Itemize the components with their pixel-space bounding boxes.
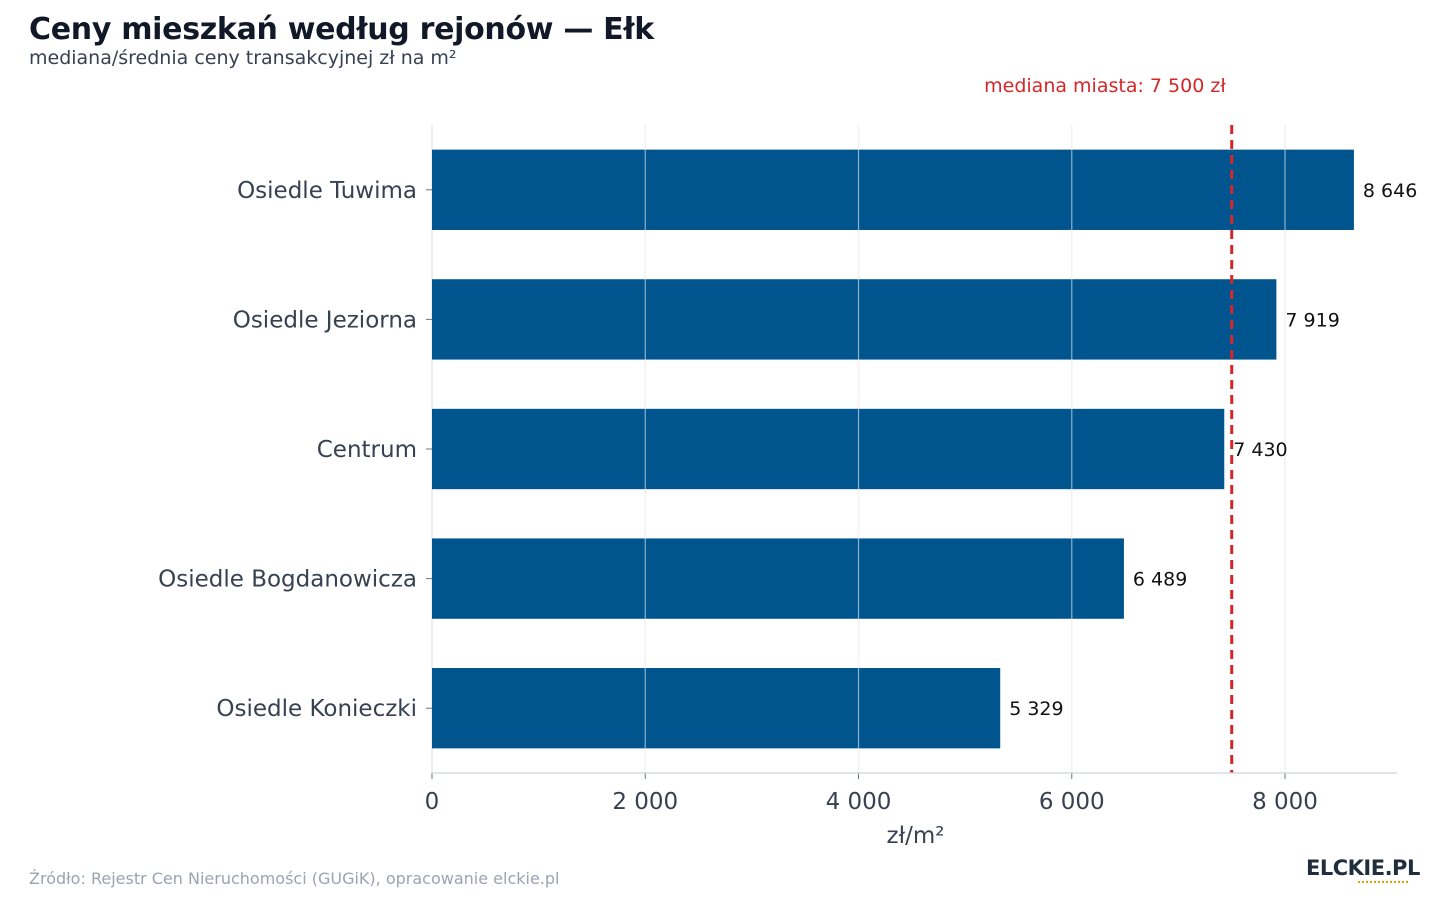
brand-logo: ELCKIE.PL bbox=[1306, 856, 1420, 883]
value-label: 8 646 bbox=[1363, 180, 1417, 202]
x-axis: 0 2 000 4 000 6 000 8 000 zł/m² bbox=[425, 772, 1397, 849]
x-tick-label: 2 000 bbox=[612, 789, 678, 815]
category-label: Osiedle Bogdanowicza bbox=[158, 567, 417, 593]
source-note: Źródło: Rejestr Cen Nieruchomości (GUGiK… bbox=[29, 869, 560, 888]
reference-line-group: mediana miasta: 7 500 zł bbox=[984, 75, 1234, 773]
bar bbox=[432, 279, 1277, 360]
category-label: Osiedle Tuwima bbox=[237, 178, 417, 204]
x-tick-label: 8 000 bbox=[1252, 789, 1318, 815]
value-label: 6 489 bbox=[1133, 569, 1187, 591]
brand-logo-text: ELCKIE.PL bbox=[1306, 856, 1420, 880]
bars bbox=[432, 125, 1354, 773]
y-axis: Osiedle Tuwima Osiedle Jeziorna Centrum Osi… bbox=[158, 178, 432, 722]
value-label: 5 329 bbox=[1009, 698, 1063, 720]
category-label: Osiedle Jeziorna bbox=[233, 307, 417, 333]
value-label: 7 919 bbox=[1285, 309, 1339, 331]
x-tick-label: 6 000 bbox=[1039, 789, 1105, 815]
x-axis-title: zł/m² bbox=[887, 823, 945, 849]
x-tick-label: 4 000 bbox=[826, 789, 892, 815]
bar bbox=[432, 668, 1001, 749]
bar bbox=[432, 538, 1124, 619]
bar bbox=[432, 149, 1354, 230]
category-label: Osiedle Konieczki bbox=[216, 696, 417, 722]
logo-wave-decoration bbox=[1358, 878, 1408, 883]
bar bbox=[432, 408, 1225, 490]
value-labels: 8 646 7 919 7 430 6 489 5 329 bbox=[1009, 180, 1417, 720]
chart-subtitle: mediana/średnia ceny transakcyjnej zł na… bbox=[29, 47, 457, 69]
median-reference-label: mediana miasta: 7 500 zł bbox=[984, 75, 1226, 97]
category-label: Centrum bbox=[317, 437, 417, 463]
value-label: 7 430 bbox=[1233, 439, 1287, 461]
x-tick-label: 0 bbox=[425, 789, 440, 815]
chart-title: Ceny mieszkań według rejonów — Ełk bbox=[29, 12, 654, 47]
